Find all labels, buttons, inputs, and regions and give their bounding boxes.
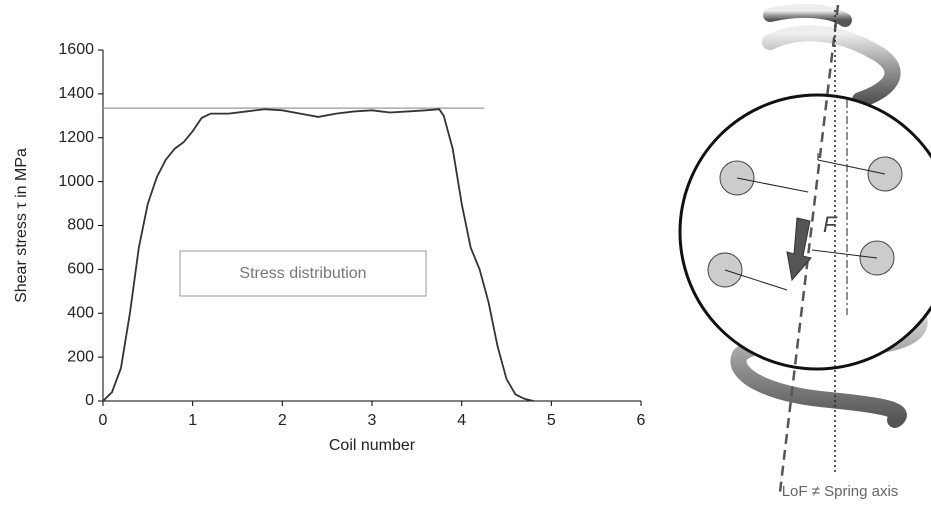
data-line [102, 108, 534, 402]
x-tick-label: 5 [547, 412, 556, 429]
y-tick-label: 200 [67, 348, 94, 365]
x-tick-label: 3 [368, 412, 377, 429]
x-tick-label: 4 [457, 412, 466, 429]
chart: 0 200 400 600 800 1000 1200 1400 1600 0 1 2 3 4 5 6 Coil… [13, 41, 645, 454]
legend-label: Stress distribution [239, 265, 366, 282]
y-axis-label: Shear stress τ in MPa [13, 148, 30, 303]
x-tick-label: 6 [637, 412, 646, 429]
legend-box [179, 250, 427, 297]
x-tick-label: 0 [99, 412, 108, 429]
y-tick-label: 1000 [58, 173, 94, 190]
y-tick-label: 800 [67, 217, 94, 234]
force-arrow [786, 217, 812, 282]
arrows [724, 153, 886, 291]
force-label: F [823, 212, 838, 237]
coil [762, 25, 901, 108]
caption: LoF ≠ Spring axis [782, 483, 899, 500]
coil [730, 292, 928, 428]
y-tick-label: 1600 [58, 41, 94, 58]
x-axis-label: Coil number [329, 437, 416, 454]
x-tick-label: 2 [278, 412, 287, 429]
line-of-force [778, 4, 840, 493]
coil [763, 3, 852, 27]
y-tick-label: 1400 [58, 85, 94, 102]
y-tick-label: 400 [67, 304, 94, 321]
x-tick-label: 1 [188, 412, 197, 429]
y-tick-label: 600 [67, 261, 94, 278]
spring-diagram: F LoF ≠ Spring axis [678, 3, 931, 500]
y-tick-label: 1200 [58, 129, 94, 146]
y-tick-label: 0 [85, 392, 94, 409]
